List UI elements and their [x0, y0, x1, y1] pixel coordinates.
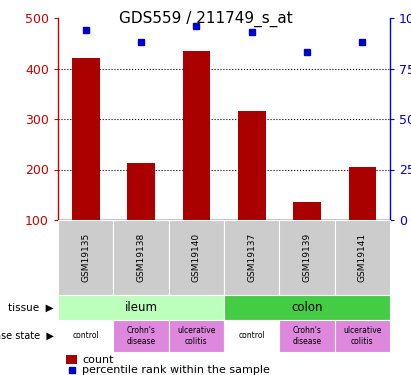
Text: ulcerative
colitis: ulcerative colitis [177, 326, 215, 346]
Bar [182, 51, 210, 220]
Text: count: count [82, 355, 114, 364]
Bar [224, 220, 279, 295]
Bar [349, 167, 376, 220]
Text: GSM19137: GSM19137 [247, 233, 256, 282]
Bar [335, 220, 390, 295]
Text: colon: colon [291, 301, 323, 314]
Text: percentile rank within the sample: percentile rank within the sample [82, 365, 270, 375]
Bar [169, 220, 224, 295]
Text: GSM19138: GSM19138 [136, 233, 145, 282]
Text: control: control [238, 332, 265, 340]
Bar [279, 220, 335, 295]
Bar [169, 320, 224, 352]
Text: ileum: ileum [125, 301, 157, 314]
Bar [127, 163, 155, 220]
Bar [293, 202, 321, 220]
Text: Crohn's
disease: Crohn's disease [293, 326, 321, 346]
Text: disease state  ▶: disease state ▶ [0, 331, 54, 341]
Bar [58, 220, 113, 295]
Text: GSM19141: GSM19141 [358, 233, 367, 282]
Bar [238, 111, 266, 220]
Text: ulcerative
colitis: ulcerative colitis [343, 326, 381, 346]
Bar [224, 295, 390, 320]
Bar [113, 320, 169, 352]
Bar [58, 320, 113, 352]
Bar [58, 295, 224, 320]
Bar [279, 320, 335, 352]
Bar [66, 355, 77, 364]
Text: Crohn's
disease: Crohn's disease [127, 326, 155, 346]
Bar [335, 320, 390, 352]
Bar [113, 220, 169, 295]
Bar [224, 320, 279, 352]
Text: GSM19135: GSM19135 [81, 233, 90, 282]
Text: GSM19140: GSM19140 [192, 233, 201, 282]
Text: control: control [72, 332, 99, 340]
Text: GDS559 / 211749_s_at: GDS559 / 211749_s_at [119, 10, 292, 27]
Text: GSM19139: GSM19139 [302, 233, 312, 282]
Bar [72, 58, 99, 220]
Text: tissue  ▶: tissue ▶ [8, 303, 54, 312]
